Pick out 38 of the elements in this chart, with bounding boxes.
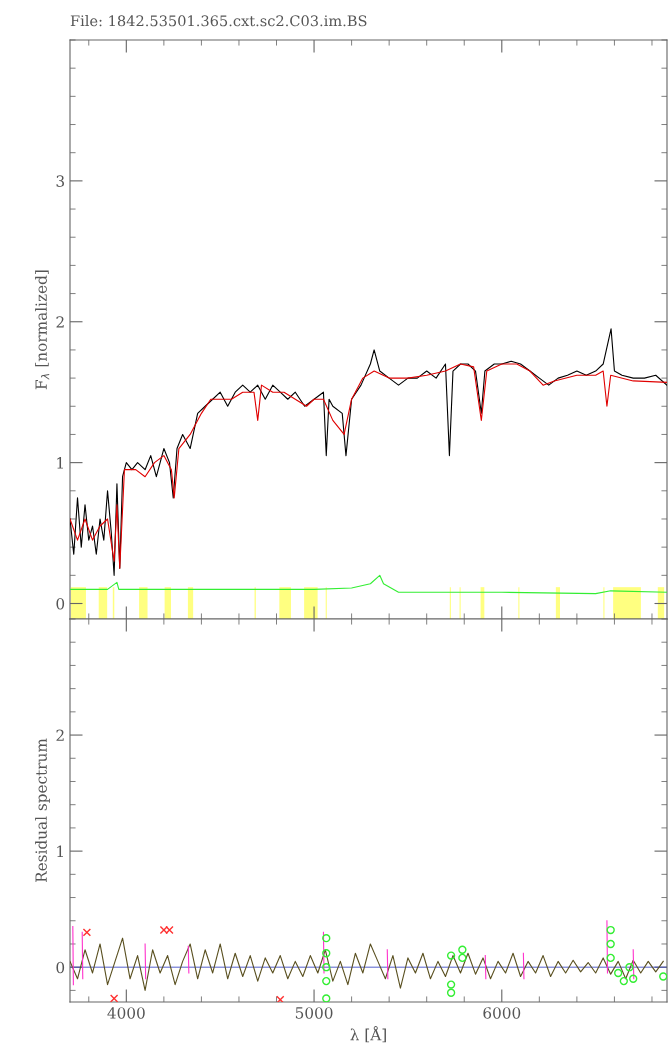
y-tick-label: 2 [56,316,64,328]
point [109,994,119,1002]
y-tick-label: 0 [56,961,65,974]
point [322,994,331,1002]
point [629,974,638,983]
point [276,995,285,1002]
point [625,963,634,972]
point [322,933,331,943]
x-tick-label: 5000 [295,1007,333,1019]
point [458,945,467,954]
line-series [70,363,667,569]
point [82,928,92,937]
y-tick-label: 1 [57,845,63,857]
point [322,976,331,986]
chart-title: File: 1842.53501.365.cxt.sc2.C03.im.BS [70,15,367,27]
line-series [70,328,667,576]
point [619,976,628,986]
point [606,953,615,963]
point [446,980,456,989]
point [446,951,456,960]
point [322,949,331,958]
point [614,968,623,978]
y-axis-title: F$_{λ}$ [normalized] [35,270,50,390]
x-tick-label: 4000 [107,1007,145,1019]
y-axis-title: Residual spectrum [35,738,50,883]
y-tick-label: 1 [57,457,63,469]
x-tick-label: 6000 [483,1007,521,1019]
y-tick-label: 2 [56,729,64,741]
y-tick-label: 3 [56,175,64,187]
point [606,925,615,935]
point [659,972,667,981]
point [446,988,456,997]
point [606,939,615,949]
line-series [70,937,664,991]
point [322,963,331,972]
y-tick-label: 0 [56,597,65,610]
point [458,953,467,963]
x-axis-title: λ [Å] [350,1026,386,1043]
